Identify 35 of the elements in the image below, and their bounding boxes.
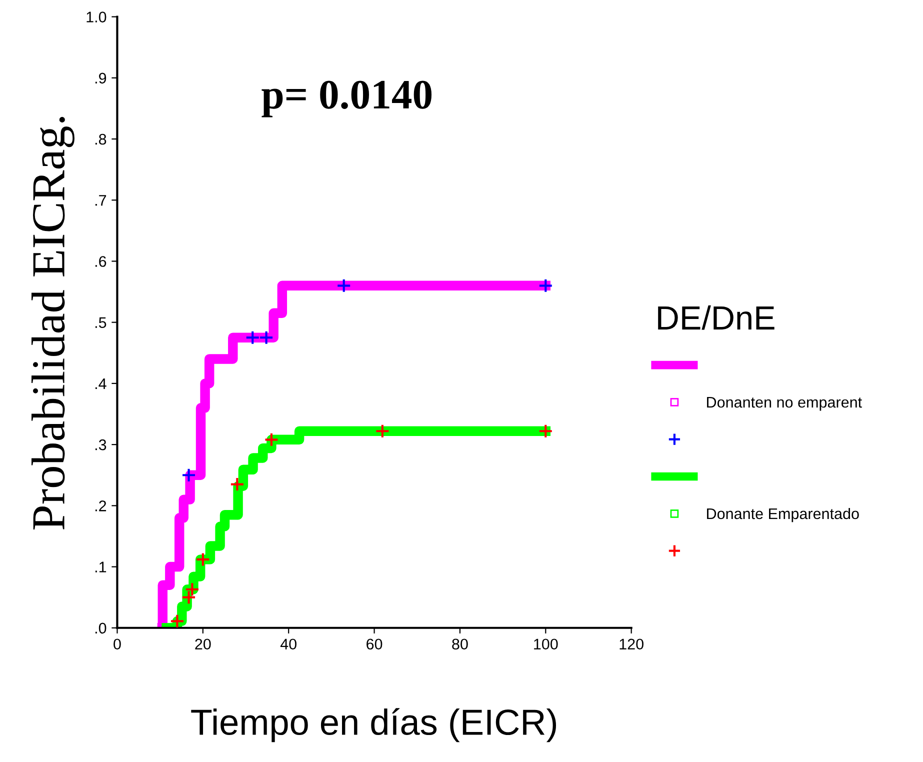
legend-label: Donante Emparentado xyxy=(707,508,859,522)
y-tick-label: .0 xyxy=(95,622,106,634)
y-tick-label: .6 xyxy=(95,256,106,267)
x-tick-label: 20 xyxy=(195,638,211,650)
point xyxy=(181,468,196,482)
y-tick-label: .1 xyxy=(95,562,106,572)
point xyxy=(375,424,390,438)
point xyxy=(538,278,553,293)
x-axis-title: Tiempo en días (EICR) xyxy=(191,708,556,742)
y-tick-label: .7 xyxy=(95,195,106,206)
point xyxy=(170,614,184,628)
point xyxy=(259,330,274,345)
annotation: p= 0.0140 xyxy=(262,80,432,118)
x-tick-label: 80 xyxy=(452,638,468,650)
x-tick-label: 100 xyxy=(534,638,558,650)
point xyxy=(245,330,260,345)
y-tick-label: .3 xyxy=(95,439,106,450)
y-tick-label: .2 xyxy=(95,500,106,512)
x-tick-label: 0 xyxy=(114,638,121,650)
point xyxy=(336,278,352,293)
y-tick-label: .9 xyxy=(95,72,106,84)
point xyxy=(196,552,210,567)
y-axis-title: Probabilidad EICRag. xyxy=(32,116,74,530)
point xyxy=(230,476,244,492)
x-tick-label: 120 xyxy=(620,638,644,650)
point xyxy=(538,424,553,438)
y-tick-label: .8 xyxy=(95,134,106,145)
y-tick-label: .5 xyxy=(95,317,106,328)
y-tick-label: .4 xyxy=(95,378,106,389)
point xyxy=(264,432,279,447)
legend-title: DE/DnE xyxy=(658,305,774,330)
x-tick-label: 40 xyxy=(280,638,296,650)
legend-label: Donanten no emparent xyxy=(707,397,862,411)
x-tick-label: 60 xyxy=(366,638,382,650)
y-tick-label: 1.0 xyxy=(86,12,106,22)
